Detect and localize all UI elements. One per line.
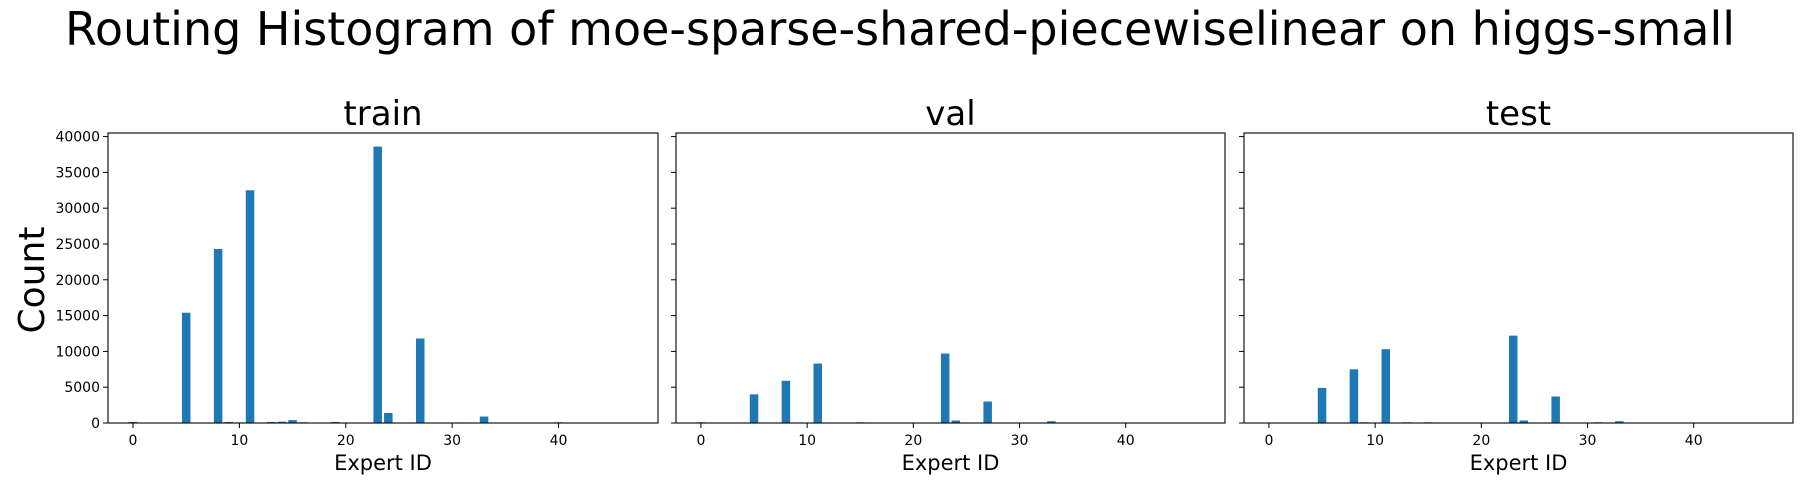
y-tick-label: 35000	[55, 165, 100, 181]
bar	[1381, 349, 1391, 423]
bar	[1317, 387, 1327, 423]
y-tick-label: 10000	[55, 344, 100, 360]
y-axis-label: Count	[12, 227, 53, 334]
x-tick-label: 30	[443, 433, 461, 449]
x-tick-label: 20	[904, 433, 922, 449]
bar	[213, 249, 223, 423]
x-tick-label: 20	[1472, 433, 1490, 449]
x-tick-label: 10	[1366, 433, 1384, 449]
bar	[288, 420, 297, 423]
axes-frame	[675, 132, 1226, 424]
y-tick-label: 5000	[64, 380, 100, 396]
bar	[277, 421, 287, 423]
x-tick-label: 30	[1579, 433, 1597, 449]
bar	[373, 146, 382, 423]
x-tick-label: 30	[1011, 433, 1029, 449]
x-axis-label: Expert ID	[334, 451, 432, 475]
bar	[181, 312, 191, 423]
panel-title: val	[925, 94, 975, 134]
x-axis-label: Expert ID	[902, 451, 1000, 475]
bar	[1519, 420, 1529, 423]
bar	[1047, 421, 1056, 423]
bar	[415, 338, 425, 423]
bar	[781, 380, 791, 423]
bar	[1508, 335, 1518, 423]
bar	[1349, 369, 1359, 423]
axes-frame	[107, 132, 659, 424]
y-tick-label: 25000	[55, 237, 100, 253]
panel-val: 0 10 20 30 40 val Expert ID	[671, 94, 1226, 475]
panel-test: 0 10 20 30 40 test Expert ID	[1239, 94, 1794, 475]
x-tick-label: 0	[129, 433, 138, 449]
y-tick-label: 20000	[55, 273, 100, 289]
x-tick-label: 0	[1264, 433, 1273, 449]
x-tick-label: 40	[1117, 433, 1135, 449]
y-tick-label: 40000	[55, 130, 100, 146]
bar	[479, 416, 489, 423]
bar	[940, 353, 950, 423]
x-tick-label: 40	[550, 433, 568, 449]
bar	[813, 363, 823, 423]
y-tick-label: 30000	[55, 201, 100, 217]
x-tick-label: 10	[798, 433, 816, 449]
x-axis-label: Expert ID	[1470, 451, 1568, 475]
figure-title: Routing Histogram of moe-sparse-shared-p…	[64, 2, 1736, 56]
bar	[245, 190, 255, 423]
x-tick-label: 40	[1685, 433, 1703, 449]
panel-title: train	[343, 94, 422, 134]
panel-title: test	[1486, 94, 1551, 134]
x-tick-label: 10	[230, 433, 248, 449]
bar	[749, 394, 759, 423]
bar	[1551, 396, 1560, 423]
panel-train: 0 10 20 30 40 0 5000 10000 15000 20000 25000 30000 3…	[55, 94, 659, 475]
bar	[1615, 421, 1624, 423]
bar	[951, 420, 961, 423]
bar	[384, 412, 393, 423]
y-tick-label: 15000	[55, 309, 100, 325]
x-tick-label: 0	[696, 433, 705, 449]
y-tick-label: 0	[91, 416, 100, 432]
x-tick-label: 20	[337, 433, 355, 449]
axes-frame	[1243, 132, 1794, 424]
bar	[983, 401, 992, 423]
